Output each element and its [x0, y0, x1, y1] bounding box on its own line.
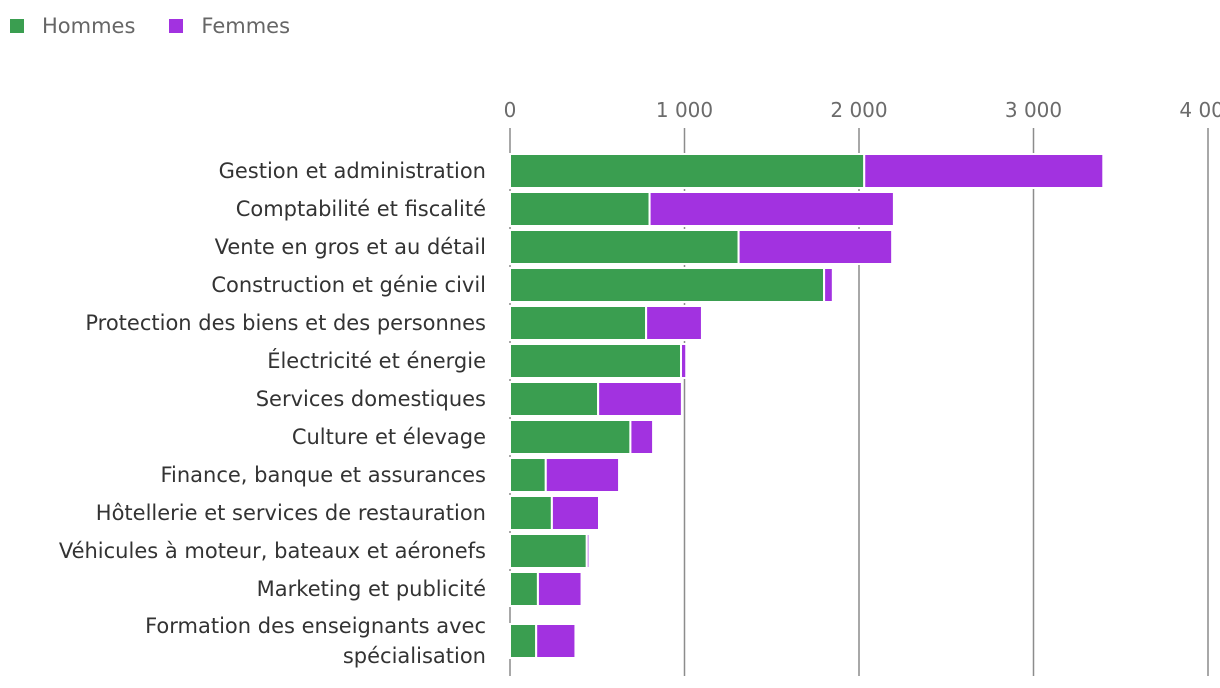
bar-hommes-culture-et-elevage [509, 419, 632, 455]
bar-femmes-gestion-et-administration [863, 153, 1105, 189]
legend-item-hommes: Hommes [10, 14, 135, 38]
bar-hommes-comptabilite-et-fiscalite [509, 191, 651, 227]
bar-hommes-gestion-et-administration [509, 153, 866, 189]
category-label-formation-des-enseignants-avec-specialisation: Formation des enseignants avec spécialisa… [145, 614, 486, 668]
bar-femmes-culture-et-elevage [629, 419, 655, 455]
bar-femmes-vehicules-a-moteur-bateaux-et-aeronefs [585, 533, 591, 569]
category-label-culture-et-elevage: Culture et élevage [292, 425, 486, 449]
x-tick-label-3000: 3 000 [1005, 98, 1062, 122]
bar-femmes-services-domestiques [597, 381, 683, 417]
bar-femmes-electricite-et-energie [680, 343, 688, 379]
category-label-hotellerie-et-services-de-restauration: Hôtellerie et services de restauration [96, 501, 486, 525]
bars [509, 153, 1105, 659]
bar-femmes-hotellerie-et-services-de-restauration [550, 495, 600, 531]
category-label-services-domestiques: Services domestiques [256, 387, 486, 411]
category-label-gestion-et-administration: Gestion et administration [219, 159, 486, 183]
bar-hommes-formation-des-enseignants-avec-specialisation [509, 623, 538, 659]
bar-femmes-comptabilite-et-fiscalite [648, 191, 895, 227]
bar-hommes-vente-en-gros-et-au-detail [509, 229, 740, 265]
bar-femmes-construction-et-genie-civil [823, 267, 834, 303]
bar-hommes-protection-des-biens-et-des-personnes [509, 305, 648, 341]
bar-femmes-vente-en-gros-et-au-detail [737, 229, 894, 265]
x-tick-label-0: 0 [504, 98, 517, 122]
category-label-vehicules-a-moteur-bateaux-et-aeronefs: Véhicules à moteur, bateaux et aéronefs [59, 539, 486, 563]
x-tick-label-2000: 2 000 [830, 98, 887, 122]
category-label-construction-et-genie-civil: Construction et génie civil [211, 273, 486, 297]
legend-swatch-hommes [10, 19, 24, 33]
legend-swatch-femmes [169, 19, 184, 33]
x-axis-tick-labels: 0 1 000 2 000 3 000 4 000 [504, 98, 1220, 122]
legend-label-hommes: Hommes [42, 14, 136, 38]
category-label-protection-des-biens-et-des-personnes: Protection des biens et des personnes [85, 311, 486, 335]
x-tick-label-4000: 4 000 [1179, 98, 1220, 122]
category-label-finance-banque-et-assurances: Finance, banque et assurances [160, 463, 486, 487]
bar-hommes-marketing-et-publicite [509, 571, 539, 607]
bar-hommes-vehicules-a-moteur-bateaux-et-aeronefs [509, 533, 588, 569]
x-tick-label-1000: 1 000 [656, 98, 713, 122]
legend: Hommes Femmes [10, 10, 324, 42]
category-labels: Gestion et administration Comptabilité et… [59, 159, 486, 668]
bar-femmes-formation-des-enseignants-avec-specialisation [535, 623, 577, 659]
category-label-comptabilite-et-fiscalite: Comptabilité et fiscalité [236, 197, 486, 221]
bar-femmes-protection-des-biens-et-des-personnes [645, 305, 703, 341]
category-label-vente-en-gros-et-au-detail: Vente en gros et au détail [215, 235, 486, 259]
bar-hommes-finance-banque-et-assurances [509, 457, 547, 493]
bar-hommes-construction-et-genie-civil [509, 267, 826, 303]
bar-femmes-marketing-et-publicite [536, 571, 583, 607]
bar-hommes-hotellerie-et-services-de-restauration [509, 495, 553, 531]
bar-femmes-finance-banque-et-assurances [544, 457, 621, 493]
bar-hommes-services-domestiques [509, 381, 600, 417]
category-label-electricite-et-energie: Électricité et énergie [267, 348, 486, 373]
category-label-marketing-et-publicite: Marketing et publicité [257, 577, 486, 601]
legend-label-femmes: Femmes [201, 14, 291, 38]
bar-hommes-electricite-et-energie [509, 343, 683, 379]
legend-item-femmes: Femmes [169, 14, 290, 38]
